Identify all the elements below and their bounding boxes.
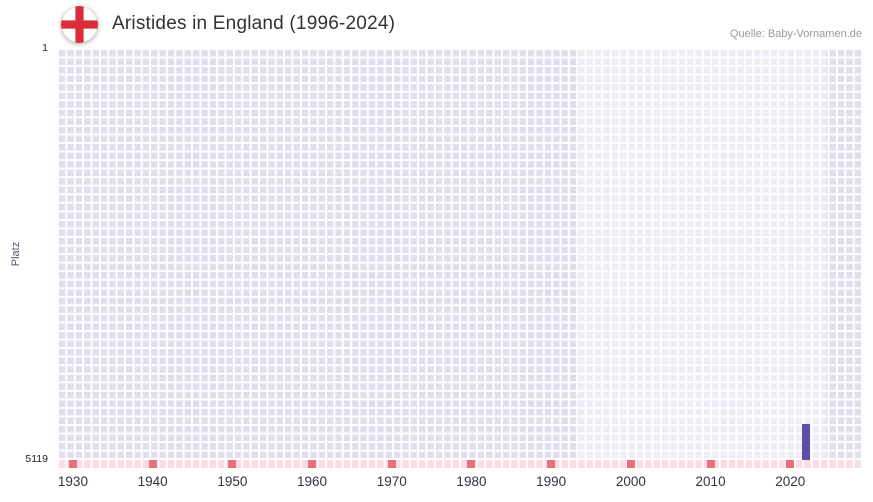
strip-mark-2020 <box>786 460 795 468</box>
strip-mark-1970 <box>387 460 396 468</box>
x-tick-label-1990: 1990 <box>536 474 567 489</box>
x-tick-label-1940: 1940 <box>137 474 168 489</box>
x-tick-label-1960: 1960 <box>297 474 328 489</box>
strip-mark-2010 <box>706 460 715 468</box>
y-tick-label-bottom: 5119 <box>25 453 48 465</box>
strip-mark-1960 <box>308 460 317 468</box>
strip-mark-2000 <box>626 460 635 468</box>
baseline-strip <box>57 460 862 468</box>
england-flag-icon <box>61 6 98 43</box>
source-credit: Quelle: Baby-Vornamen.de <box>729 28 862 40</box>
x-axis: 1930 1940 1950 1960 1970 1980 1990 2000 2010 2020 <box>57 472 862 494</box>
x-tick-label-1930: 1930 <box>57 474 88 489</box>
bar-2022[interactable] <box>802 424 811 462</box>
x-tick-label-2020: 2020 <box>775 474 806 489</box>
x-tick-label-1970: 1970 <box>376 474 407 489</box>
x-tick-label-2010: 2010 <box>695 474 726 489</box>
x-tick-label-1950: 1950 <box>217 474 248 489</box>
x-tick-label-1980: 1980 <box>456 474 487 489</box>
y-tick-label-top: 1 <box>42 42 48 54</box>
y-axis-title: Platz <box>10 241 22 267</box>
strip-mark-1990 <box>547 460 556 468</box>
strip-mark-1940 <box>148 460 157 468</box>
data-range-highlight <box>579 48 827 458</box>
page-title: Aristides in England (1996-2024) <box>112 13 396 34</box>
x-tick-label-2000: 2000 <box>615 474 646 489</box>
plot-area[interactable] <box>57 48 862 462</box>
strip-mark-1980 <box>467 460 476 468</box>
strip-mark-1950 <box>228 460 237 468</box>
strip-mark-1930 <box>68 460 77 468</box>
